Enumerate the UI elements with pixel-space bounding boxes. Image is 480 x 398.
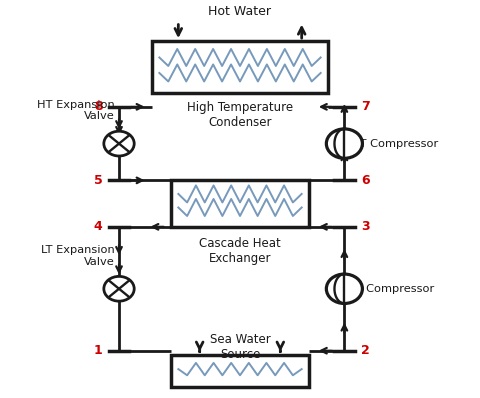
Text: HT Compressor: HT Compressor xyxy=(351,139,439,148)
Text: LT Compressor: LT Compressor xyxy=(351,284,435,294)
Bar xyxy=(171,355,309,388)
Text: Cascade Heat
Exchanger: Cascade Heat Exchanger xyxy=(199,236,281,265)
Text: LT Expansion
Valve: LT Expansion Valve xyxy=(40,245,114,267)
Text: Sea Water
Source: Sea Water Source xyxy=(210,333,270,361)
Text: 1: 1 xyxy=(94,344,102,357)
Circle shape xyxy=(104,131,134,156)
Text: 5: 5 xyxy=(94,174,102,187)
Bar xyxy=(171,180,309,227)
Text: 6: 6 xyxy=(361,174,370,187)
Text: 8: 8 xyxy=(94,100,102,113)
Text: High Temperature
Condenser: High Temperature Condenser xyxy=(187,101,293,129)
Text: 2: 2 xyxy=(361,344,370,357)
Circle shape xyxy=(104,276,134,301)
Circle shape xyxy=(326,274,362,304)
Bar xyxy=(152,41,328,93)
Text: 7: 7 xyxy=(361,100,370,113)
Circle shape xyxy=(326,129,362,158)
Text: 3: 3 xyxy=(361,220,370,233)
Text: Hot Water: Hot Water xyxy=(208,5,272,18)
Text: 4: 4 xyxy=(94,220,102,233)
Text: HT Expansion
Valve: HT Expansion Valve xyxy=(36,100,114,121)
